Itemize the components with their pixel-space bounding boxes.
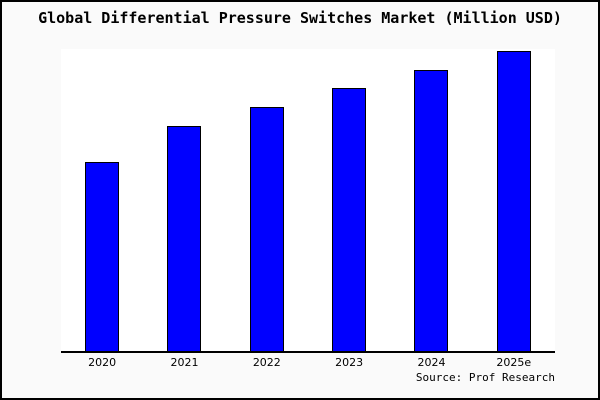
- bar-slot-2023: [308, 49, 390, 351]
- bar-slot-2022: [226, 49, 308, 351]
- x-tick-label-2023: 2023: [335, 356, 364, 369]
- x-tick-label-2024: 2024: [417, 356, 446, 369]
- x-tick-label-2020: 2020: [88, 356, 117, 369]
- bar-2022: [249, 106, 284, 351]
- x-tick-label-2021: 2021: [170, 356, 199, 369]
- bar-slot-2021: [143, 49, 225, 351]
- chart-title: Global Differential Pressure Switches Ma…: [38, 9, 562, 27]
- bar-slot-2020: [61, 49, 143, 351]
- bars: [61, 49, 555, 351]
- x-tick-label-2022: 2022: [252, 356, 281, 369]
- bar-slot-2025e: [473, 49, 555, 351]
- bar-2021: [167, 125, 202, 351]
- x-tick-label-2025e: 2025e: [496, 356, 532, 369]
- bar-2020: [85, 161, 120, 351]
- bar-2023: [332, 87, 367, 351]
- bar-2024: [414, 69, 449, 351]
- source-note: Source: Prof Research: [415, 371, 555, 384]
- bar-2025e: [496, 51, 531, 351]
- x-axis-labels: 2020 2021 2022 2023 2024 2025e: [61, 356, 555, 369]
- plot-area: [61, 49, 555, 353]
- bar-slot-2024: [390, 49, 472, 351]
